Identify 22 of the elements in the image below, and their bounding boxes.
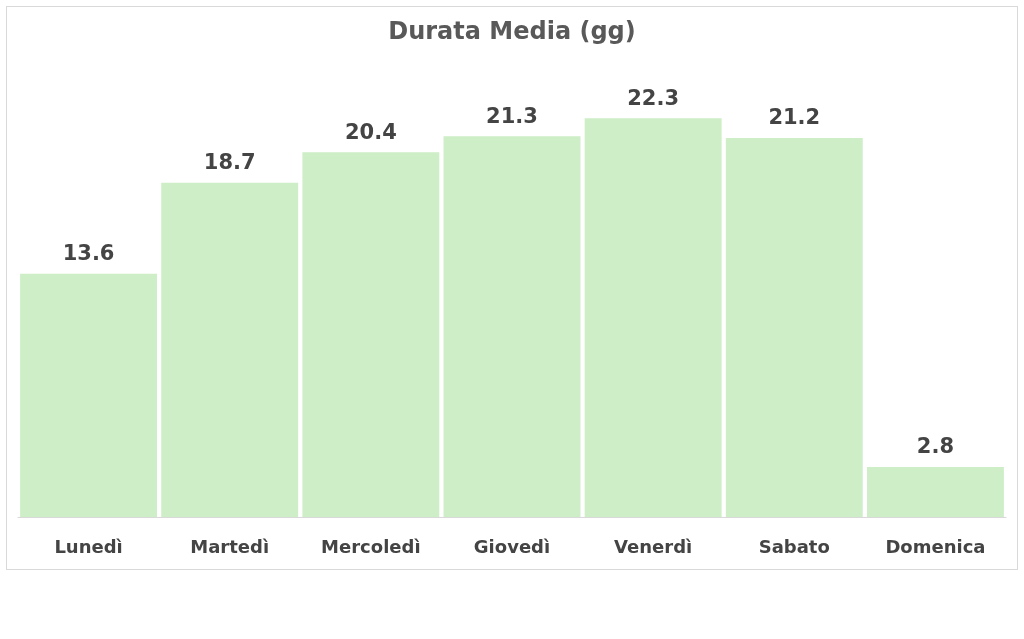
x-tick-label: Mercoledì (321, 535, 421, 557)
chart-title: Durata Media (gg) (388, 17, 636, 45)
bar (20, 273, 158, 517)
data-label: 18.7 (203, 150, 256, 175)
bar (584, 118, 722, 517)
data-label: 20.4 (344, 119, 397, 144)
bar (161, 182, 299, 517)
bar (302, 152, 440, 517)
data-label: 21.2 (768, 105, 821, 130)
data-label: 13.6 (62, 241, 115, 266)
x-tick-label: Lunedì (54, 535, 123, 557)
bar (725, 137, 863, 517)
x-tick-label: Martedì (190, 535, 270, 557)
x-tick-label: Venerdì (614, 535, 693, 557)
bar (443, 136, 581, 517)
data-label: 22.3 (627, 85, 680, 110)
data-label: 2.8 (916, 434, 955, 459)
x-tick-label: Sabato (758, 535, 830, 557)
bar (866, 466, 1004, 517)
x-tick-label: Domenica (885, 535, 986, 557)
data-label: 21.3 (486, 103, 538, 128)
x-tick-label: Giovedì (473, 535, 551, 557)
